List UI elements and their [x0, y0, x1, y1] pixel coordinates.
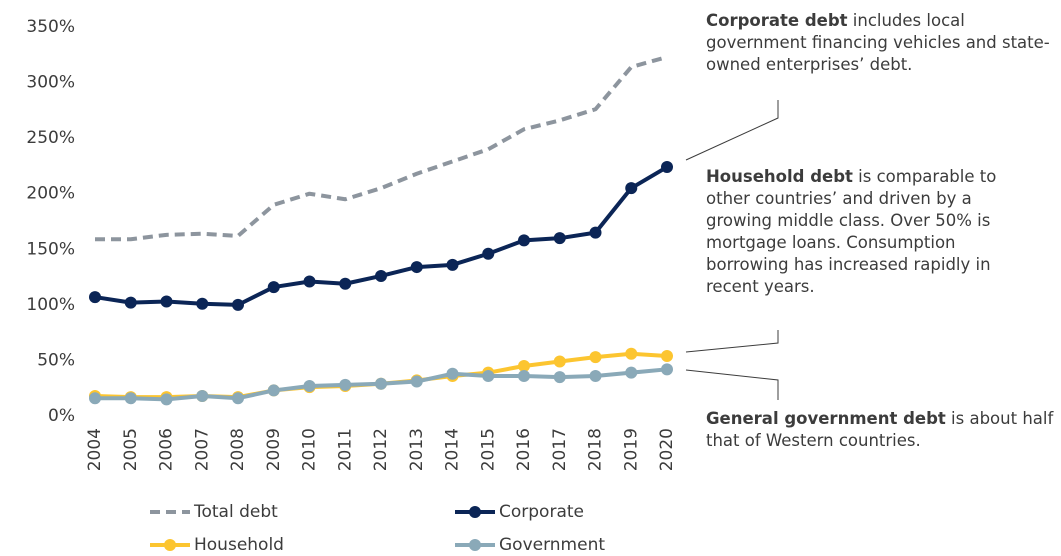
- marker: [196, 389, 209, 402]
- y-tick-label: 50%: [37, 350, 75, 370]
- x-tick-label: 2012: [371, 428, 391, 471]
- x-tick-label: 2006: [157, 428, 177, 471]
- marker: [410, 261, 423, 274]
- y-tick-label: 300%: [26, 73, 75, 93]
- marker: [625, 182, 638, 195]
- annotation-text: is about half that of Western countries.: [706, 409, 1054, 450]
- x-tick-label: 2008: [228, 428, 248, 471]
- leader-line: [685, 369, 779, 400]
- marker: [267, 384, 280, 397]
- annotation: Household debt is comparable to other co…: [706, 166, 1036, 298]
- x-tick-label: 2015: [478, 428, 498, 471]
- marker: [303, 379, 316, 392]
- marker: [661, 363, 673, 376]
- marker: [589, 226, 602, 239]
- marker: [124, 296, 137, 309]
- marker: [553, 371, 566, 384]
- marker: [267, 281, 280, 294]
- legend-marker: [164, 539, 176, 551]
- x-tick-label: 2020: [657, 428, 677, 471]
- marker: [124, 392, 137, 405]
- y-tick-label: 150%: [26, 239, 75, 259]
- x-tick-label: 2010: [300, 428, 320, 471]
- leader-line: [685, 330, 779, 353]
- series-line: [95, 55, 668, 242]
- marker: [553, 232, 566, 245]
- marker: [446, 367, 459, 380]
- x-tick-label: 2016: [514, 428, 534, 471]
- x-tick-label: 2017: [550, 428, 570, 471]
- x-tick-label: 2014: [443, 428, 463, 471]
- annotation: Corporate debt includes local government…: [706, 10, 1056, 76]
- marker: [89, 291, 101, 304]
- x-tick-label: 2004: [85, 428, 105, 471]
- marker: [482, 369, 495, 382]
- marker: [553, 355, 566, 368]
- marker: [446, 258, 459, 271]
- x-tick-label: 2019: [621, 428, 641, 471]
- legend-label: Corporate: [499, 502, 584, 522]
- marker: [625, 347, 638, 360]
- marker: [661, 161, 673, 174]
- marker: [89, 392, 101, 405]
- marker: [518, 234, 530, 247]
- annotation-text: includes local government financing vehi…: [706, 11, 1050, 74]
- marker: [518, 359, 530, 372]
- marker: [410, 375, 423, 388]
- y-tick-label: 350%: [26, 17, 75, 37]
- marker: [625, 366, 638, 379]
- marker: [160, 393, 173, 406]
- x-tick-label: 2005: [121, 428, 141, 471]
- marker: [482, 247, 495, 260]
- annotation-text: is comparable to other countries’ and dr…: [706, 167, 997, 296]
- legend-label: Government: [499, 535, 605, 555]
- y-tick-label: 100%: [26, 295, 75, 315]
- marker: [589, 369, 602, 382]
- marker: [303, 275, 316, 288]
- x-tick-label: 2009: [264, 428, 284, 471]
- marker: [160, 295, 173, 308]
- x-tick-label: 2007: [192, 428, 212, 471]
- legend-label: Household: [194, 535, 284, 555]
- annotation-bold: Corporate debt: [706, 11, 848, 30]
- marker: [196, 297, 209, 310]
- marker: [518, 369, 530, 382]
- x-tick-label: 2013: [407, 428, 427, 471]
- annotation: General government debt is about half th…: [706, 408, 1061, 452]
- annotation-bold: Household debt: [706, 167, 853, 186]
- x-tick-label: 2018: [586, 428, 606, 471]
- legend-marker: [469, 539, 481, 551]
- legend-marker: [469, 506, 481, 518]
- marker: [589, 351, 602, 364]
- marker: [232, 392, 244, 405]
- marker: [375, 377, 387, 390]
- marker: [339, 277, 352, 290]
- leader-line: [685, 100, 779, 161]
- y-tick-label: 200%: [26, 184, 75, 204]
- y-tick-label: 250%: [26, 128, 75, 148]
- marker: [375, 269, 387, 282]
- annotation-bold: General government debt: [706, 409, 946, 428]
- marker: [339, 378, 352, 391]
- legend-label: Total debt: [193, 502, 278, 522]
- y-tick-label: 0%: [48, 406, 75, 426]
- x-tick-label: 2011: [335, 428, 355, 471]
- marker: [661, 349, 673, 362]
- marker: [232, 298, 244, 311]
